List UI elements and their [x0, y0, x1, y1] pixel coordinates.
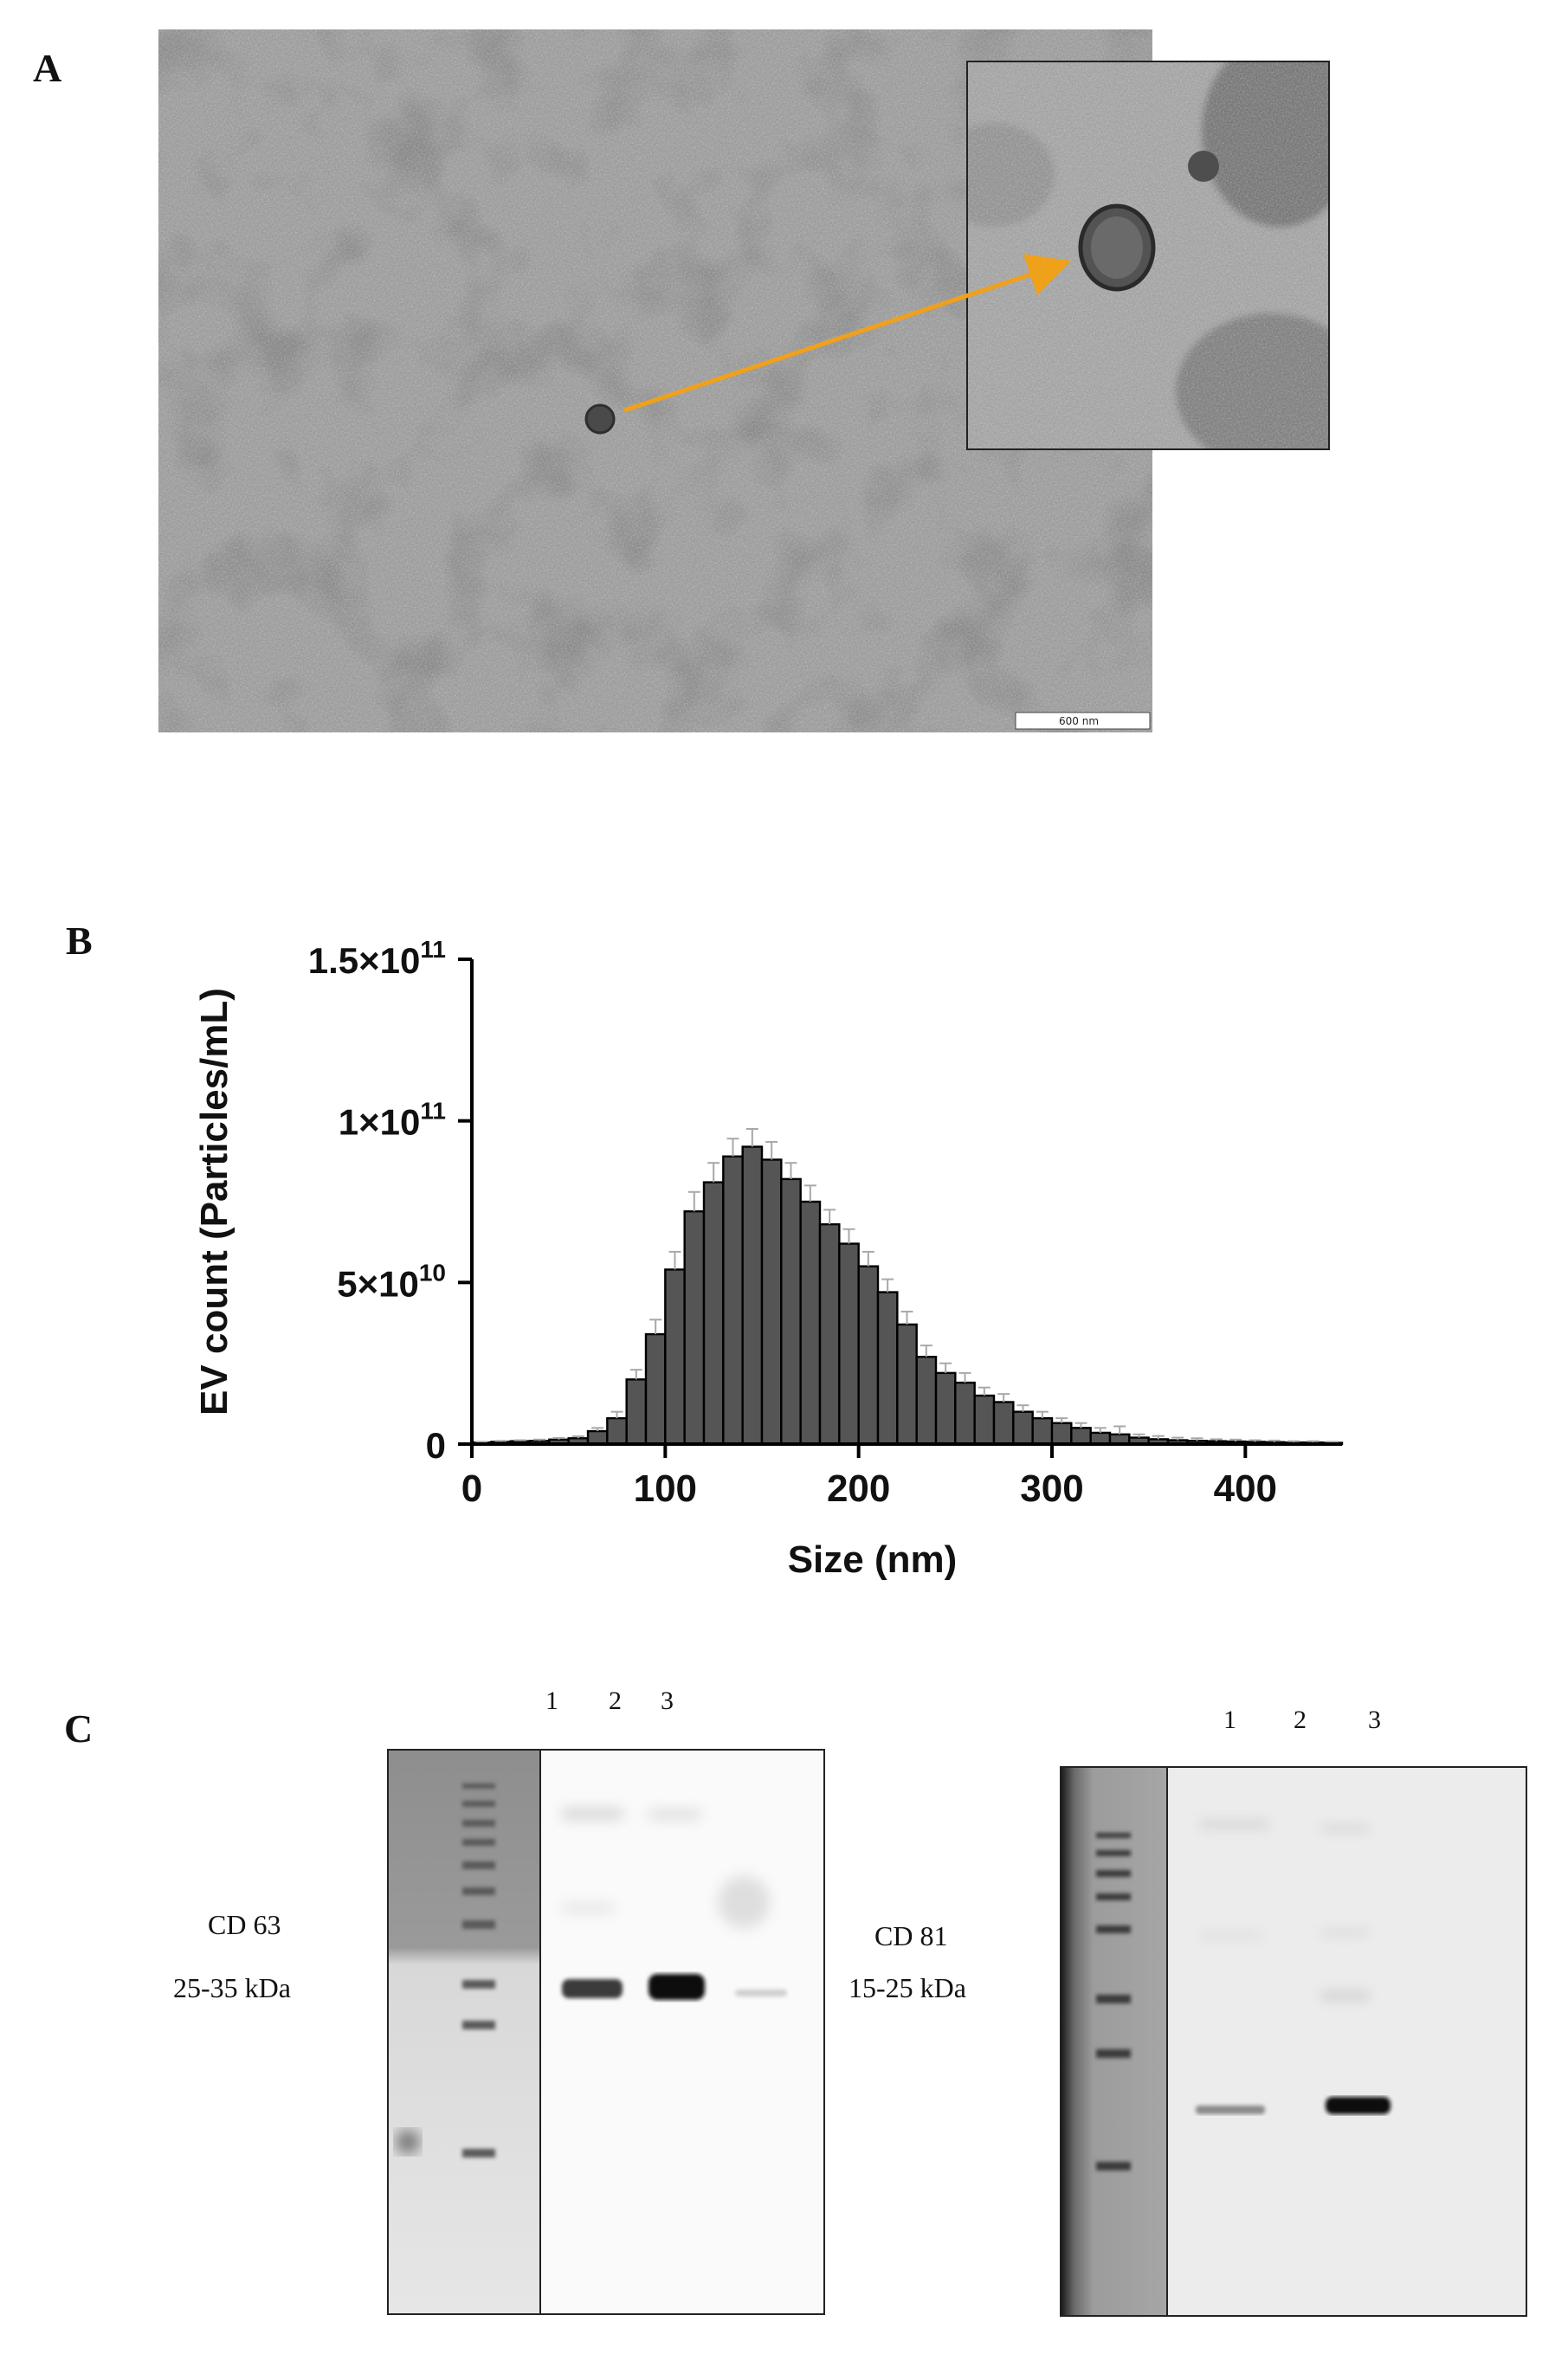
ladder-bands	[1096, 1833, 1131, 2170]
right-lane-3-label: 3	[1368, 1706, 1381, 1734]
cd81-western-blot	[1060, 1766, 1527, 2317]
histogram-bar	[915, 1356, 938, 1446]
histogram-bar	[992, 1401, 1015, 1446]
inset-small-particle	[1188, 151, 1219, 182]
histogram-bar	[1070, 1427, 1092, 1446]
x-axis-title: Size (nm)	[788, 1538, 958, 1581]
lane-2-band	[648, 1974, 705, 2000]
panel-label-a: A	[33, 46, 62, 90]
ladder-strip	[1061, 1768, 1167, 2315]
cd63-label: CD 63	[208, 1909, 281, 1940]
x-tick-label: 400	[1214, 1467, 1277, 1510]
scale-bar-label: 600 nm	[1059, 715, 1099, 727]
panel-label-c: C	[64, 1706, 94, 1751]
histogram-bar	[973, 1394, 996, 1446]
ladder-bands	[462, 1783, 495, 2157]
histogram-bar	[760, 1158, 783, 1446]
histogram-bar	[644, 1332, 667, 1446]
y-tick-label: 1.5×1011	[308, 936, 446, 981]
cd63-western-blot	[387, 1749, 825, 2315]
x-tick-label: 200	[827, 1467, 890, 1510]
histogram-bar	[838, 1242, 860, 1446]
cd81-label: CD 81	[874, 1920, 948, 1951]
histogram-bar	[954, 1381, 976, 1446]
histogram-bar	[818, 1222, 841, 1446]
ladder-smudge	[396, 2130, 420, 2154]
tem-micrograph-panel: 600 nm	[158, 29, 1330, 732]
left-lane-2-label: 2	[609, 1686, 622, 1715]
histogram-bar	[1012, 1410, 1034, 1446]
histogram-bar	[799, 1200, 822, 1446]
histogram-bar	[780, 1177, 802, 1446]
vesicle-particle	[584, 403, 616, 435]
x-tick-label: 100	[634, 1467, 697, 1510]
right-lane-2-label: 2	[1294, 1706, 1307, 1734]
histogram-bar	[857, 1265, 880, 1446]
arrow-overlay	[623, 254, 1072, 413]
scale-bar	[1015, 712, 1151, 730]
cd81-size-label: 15-25 kDa	[849, 1972, 966, 2003]
histogram-bar	[1050, 1422, 1073, 1446]
y-tick-label: 1×1011	[339, 1098, 446, 1143]
pointer-arrow	[623, 254, 1072, 413]
cd81-blot-image	[1061, 1768, 1526, 2315]
lane-3-band	[735, 1990, 787, 1996]
histogram-bar	[625, 1378, 648, 1446]
histogram-bar	[683, 1210, 706, 1446]
blot-membrane	[541, 1751, 823, 2313]
panel-label-b: B	[66, 919, 93, 963]
right-lane-1-label: 1	[1223, 1706, 1236, 1734]
histogram-bar	[1031, 1416, 1054, 1446]
histogram-bar	[586, 1429, 609, 1446]
faint-bands	[562, 1809, 770, 1928]
ladder-strip	[389, 1751, 540, 2313]
cd63-blot-image	[389, 1751, 823, 2313]
histogram-bar	[876, 1291, 899, 1446]
y-tick-label: 5×1010	[337, 1259, 446, 1304]
histogram-bar	[934, 1371, 957, 1446]
histogram-bar	[702, 1181, 725, 1446]
lane-1-band	[562, 1979, 623, 1998]
histogram-bar	[896, 1323, 918, 1446]
cd63-bands	[562, 1974, 787, 2000]
x-tick-label: 0	[461, 1467, 482, 1510]
histogram-bar	[741, 1145, 764, 1446]
histogram-svg: 0 100 200 300 400 0 5×1010 1×1011 1.5×1011 Size (…	[193, 936, 1344, 1581]
lane-1-band	[1196, 2106, 1265, 2114]
histogram-bar	[722, 1155, 744, 1446]
size-distribution-chart: 0 100 200 300 400 0 5×1010 1×1011 1.5×1011 Size (…	[173, 918, 1385, 1610]
x-tick-label: 300	[1020, 1467, 1083, 1510]
lane-3-band	[1326, 2097, 1391, 2114]
cd81-bands	[1196, 2097, 1391, 2114]
inset-vesicle-core	[1091, 216, 1143, 279]
left-lane-3-label: 3	[661, 1686, 674, 1715]
blot-membrane	[1168, 1768, 1526, 2315]
y-tick-label: 0	[426, 1425, 446, 1466]
histogram-bar	[664, 1268, 686, 1446]
y-axis-title: EV count (Particles/mL)	[193, 988, 236, 1416]
histogram-bar	[606, 1416, 628, 1446]
left-lane-1-label: 1	[545, 1686, 558, 1715]
faint-bands	[1200, 1820, 1369, 2000]
cd63-size-label: 25-35 kDa	[173, 1972, 291, 2003]
